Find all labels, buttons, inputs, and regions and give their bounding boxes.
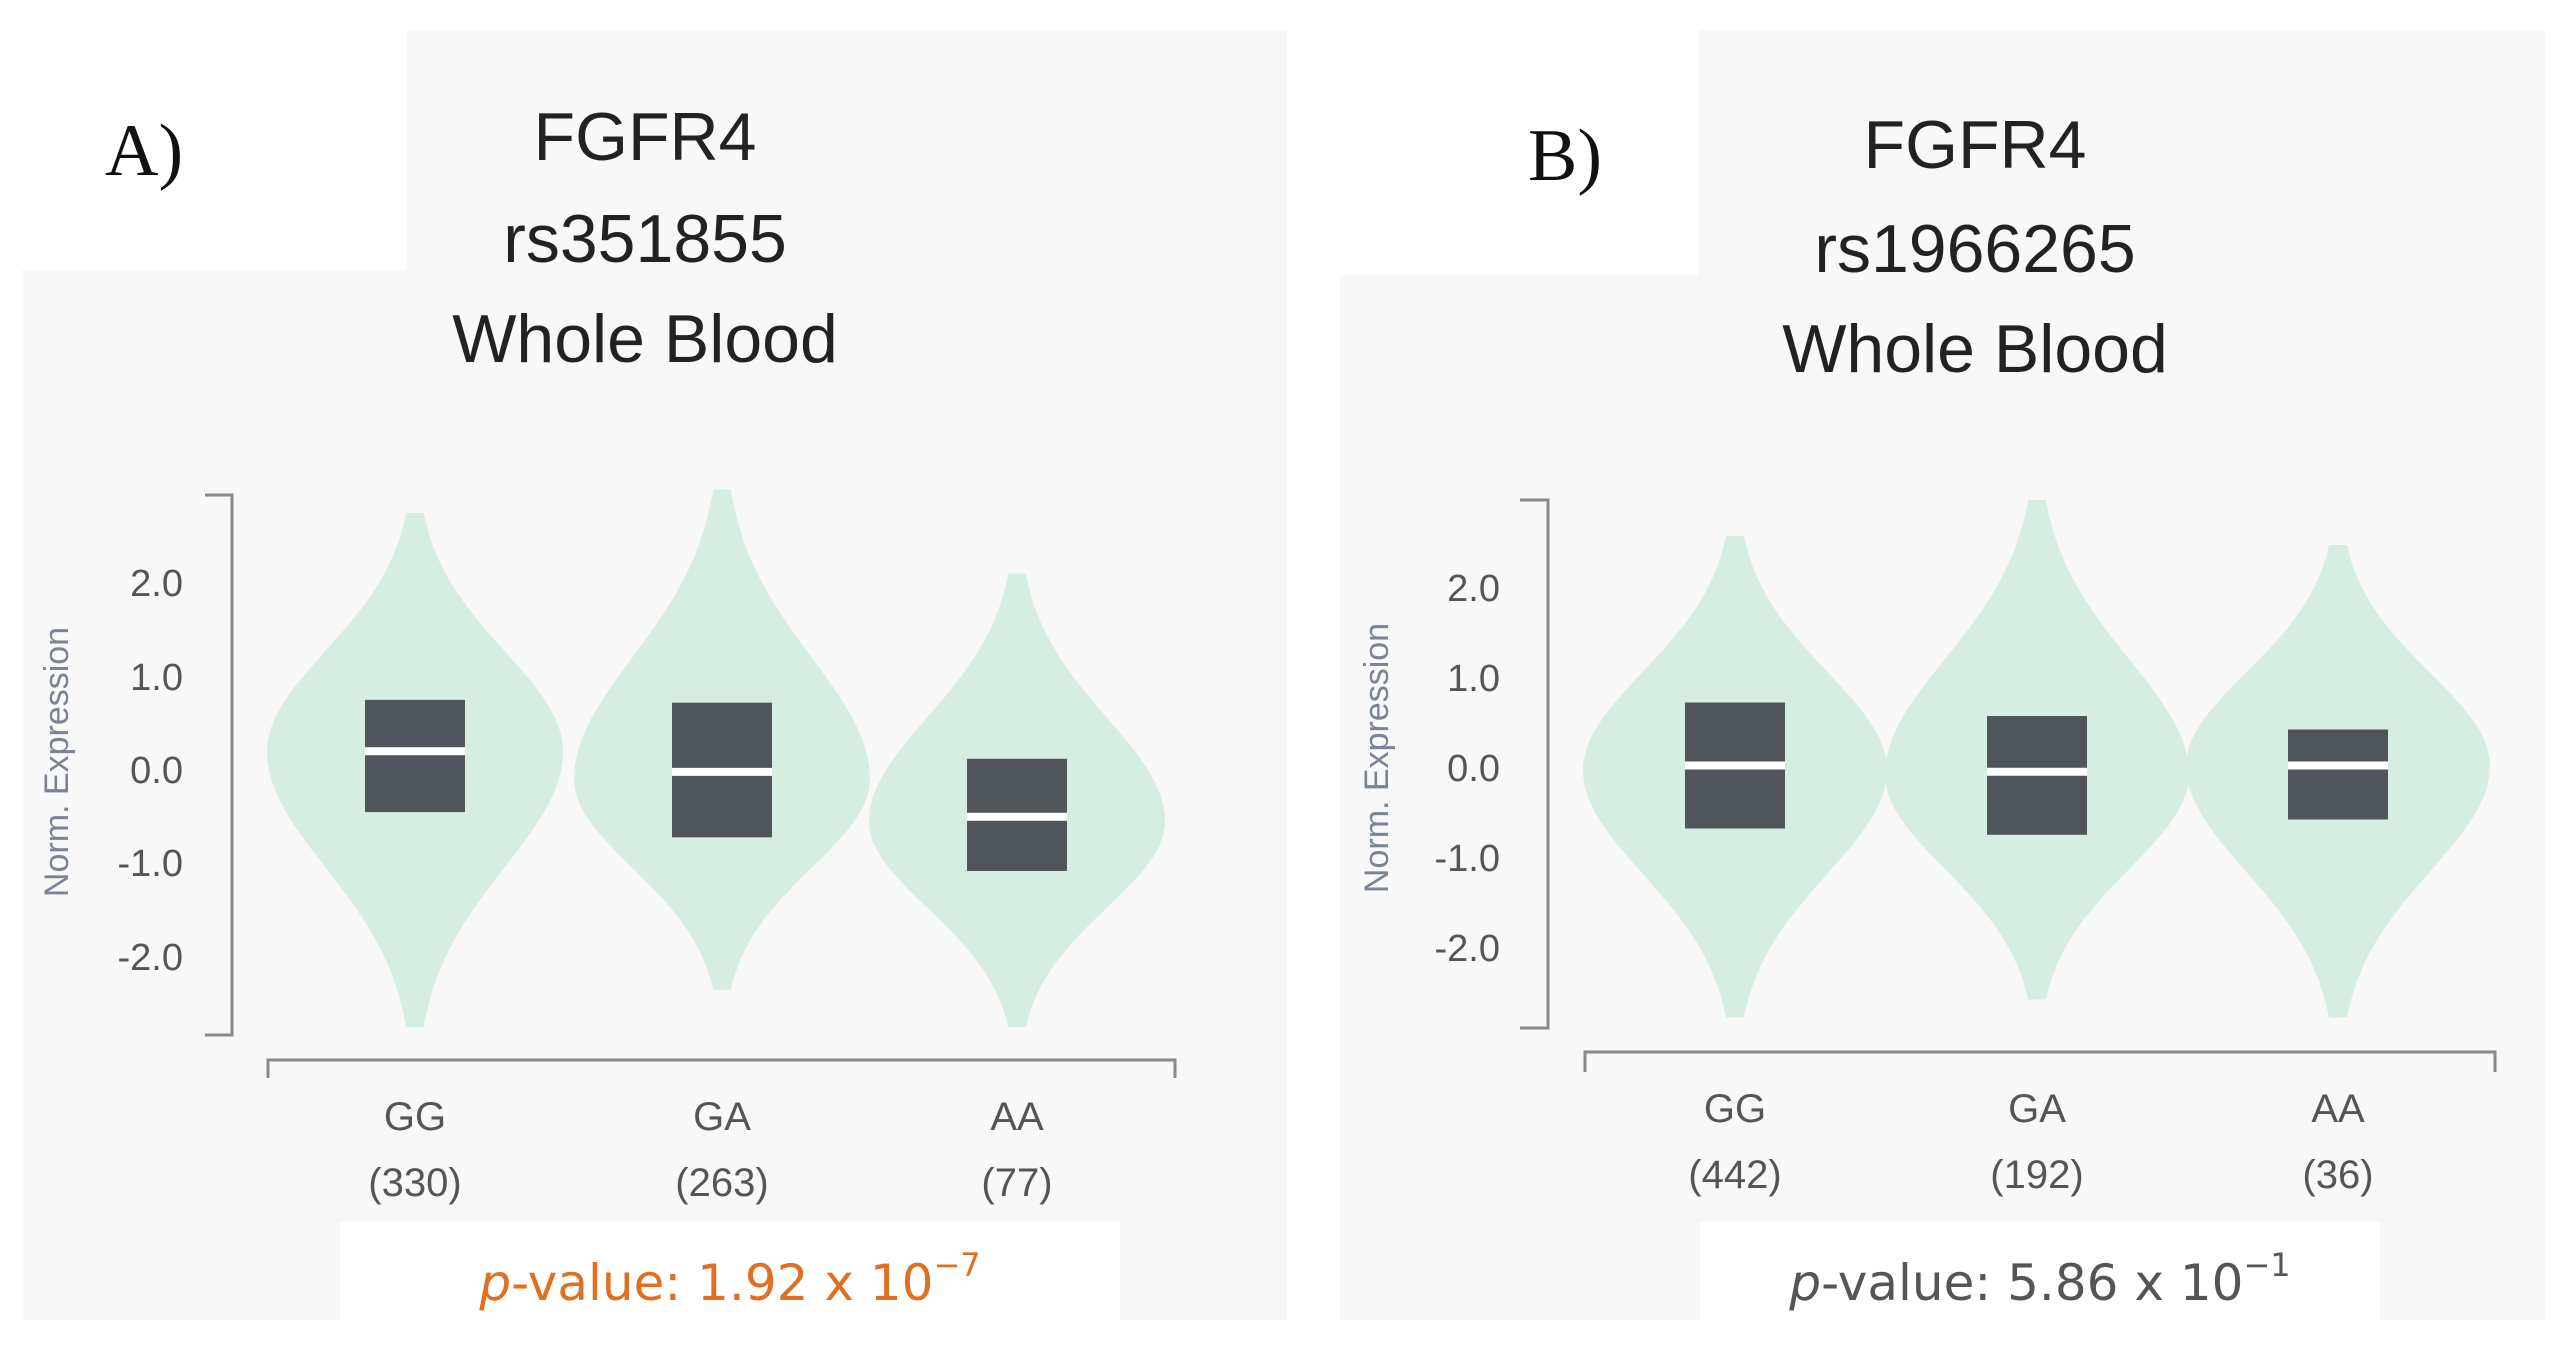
- panel-b-pvalue-text: -value: 5.86 x 10: [1821, 1254, 2243, 1312]
- panel-b-title-tissue: Whole Blood: [1782, 311, 2168, 387]
- panel-a-ytick-label: -1.0: [118, 843, 183, 885]
- panel-b: B) FGFR4 rs1966265 Whole Blood Norm. Exp…: [1340, 30, 2545, 1320]
- box-gg: [365, 699, 465, 813]
- panel-a-pvalue-box: [340, 1222, 1120, 1320]
- category-label-aa: AA: [2311, 1087, 2365, 1131]
- panel-a-pvalue: p-value: 1.92 x 10−7: [478, 1246, 980, 1312]
- panel-b-title-variant: rs1966265: [1814, 211, 2135, 287]
- panel-a-pvalue-text: -value: 1.92 x 10: [511, 1254, 933, 1312]
- panel-a-x-axis: [266, 1058, 1177, 1078]
- panel-a-title-tissue: Whole Blood: [452, 301, 838, 377]
- panel-a-y-axis: [205, 493, 234, 1037]
- panel-b-title-gene: FGFR4: [1864, 107, 2087, 183]
- category-label-aa: AA: [990, 1095, 1044, 1139]
- panel-b-x-axis: [1583, 1050, 2497, 1072]
- panel-a-ytick-label: 1.0: [130, 657, 183, 699]
- count-label-aa: (77): [981, 1161, 1052, 1205]
- panel-a-ytick-label: -2.0: [118, 937, 183, 979]
- count-label-ga: (192): [1990, 1153, 2083, 1197]
- panel-b-y-axis: [1520, 498, 1550, 1030]
- panel-b-ytick-label: 0.0: [1447, 748, 1500, 790]
- count-label-ga: (263): [675, 1161, 768, 1205]
- panel-a: A) FGFR4 rs351855 Whole Blood Norm. Expr…: [22, 30, 1287, 1320]
- count-label-gg: (330): [368, 1161, 461, 1205]
- category-label-ga: GA: [2008, 1087, 2066, 1131]
- panel-b-pvalue-p: p: [1788, 1254, 1821, 1312]
- panel-b-y-axis-label: Norm. Expression: [1358, 623, 1396, 893]
- panel-a-label: A): [105, 110, 183, 192]
- category-label-gg: GG: [384, 1095, 446, 1139]
- box-aa: [2288, 729, 2388, 820]
- panel-b-plot: 2.0 1.0 0.0 -1.0 -2.0 GG GA AA (442) (19…: [1435, 498, 2497, 1197]
- panel-a-plot: 2.0 1.0 0.0 -1.0 -2.0 GG GA AA (330) (26…: [118, 489, 1177, 1205]
- panel-a-title-gene: FGFR4: [534, 99, 757, 175]
- panel-a-ytick-label: 0.0: [130, 750, 183, 792]
- panel-a-title-variant: rs351855: [503, 201, 787, 277]
- panel-a-pvalue-p: p: [478, 1254, 511, 1312]
- panel-b-ytick-label: -2.0: [1435, 928, 1500, 970]
- panel-a-y-axis-label: Norm. Expression: [38, 627, 76, 897]
- panel-a-ytick-label: 2.0: [130, 563, 183, 605]
- panel-b-label-box: [1340, 30, 1698, 275]
- panel-b-ytick-label: 2.0: [1447, 568, 1500, 610]
- category-label-ga: GA: [693, 1095, 751, 1139]
- panel-b-label: B): [1528, 115, 1602, 197]
- count-label-gg: (442): [1688, 1153, 1781, 1197]
- panel-a-pvalue-exponent: −7: [933, 1246, 980, 1284]
- count-label-aa: (36): [2302, 1153, 2373, 1197]
- panel-b-pvalue-box: [1700, 1222, 2380, 1320]
- category-label-gg: GG: [1704, 1087, 1766, 1131]
- panel-b-pvalue-exponent: −1: [2243, 1246, 2290, 1284]
- panel-b-pvalue: p-value: 5.86 x 10−1: [1788, 1246, 2290, 1312]
- panel-b-ytick-label: -1.0: [1435, 838, 1500, 880]
- panel-b-ytick-label: 1.0: [1447, 658, 1500, 700]
- panel-a-label-box: [22, 30, 407, 270]
